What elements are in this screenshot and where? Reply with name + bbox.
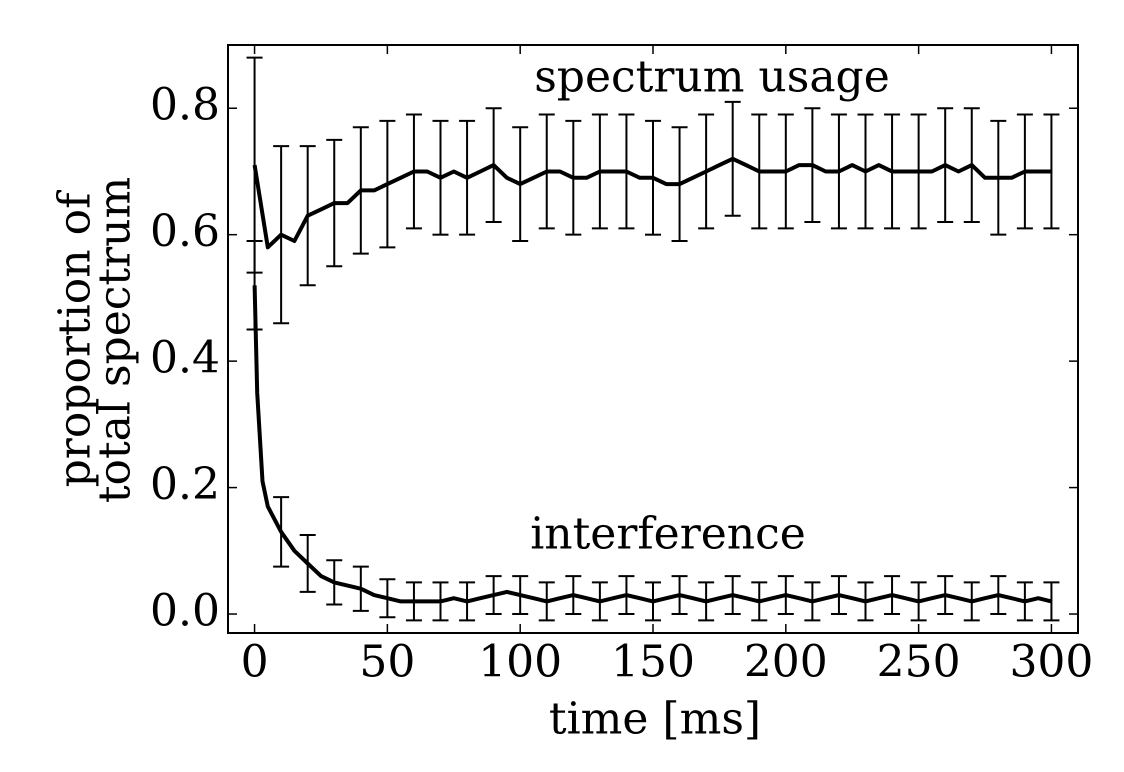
x-tick-label: 0 — [241, 637, 269, 688]
series-line — [252, 285, 1052, 604]
y-tick-label: 0.6 — [150, 206, 220, 257]
y-tick-label: 0.8 — [150, 80, 220, 131]
series-label: spectrum usage — [534, 52, 890, 103]
plot-frame — [227, 44, 1079, 634]
x-tick-label: 100 — [478, 637, 562, 688]
y-axis-label: total spectrum — [90, 177, 141, 503]
x-tick-label: 50 — [359, 637, 415, 688]
y-tick-label: 0.2 — [150, 459, 220, 510]
y-tick-label: 0.4 — [150, 333, 220, 384]
x-axis-label: time [ms] — [549, 694, 761, 745]
x-tick-label: 250 — [877, 637, 961, 688]
y-tick-label: 0.0 — [150, 586, 220, 637]
x-tick-label: 200 — [744, 637, 828, 688]
series-label: interference — [530, 509, 806, 560]
x-tick-label: 150 — [611, 637, 695, 688]
series-line — [252, 156, 1052, 250]
y-axis-label: proportion of — [50, 190, 101, 487]
x-tick-label: 300 — [1009, 637, 1093, 688]
